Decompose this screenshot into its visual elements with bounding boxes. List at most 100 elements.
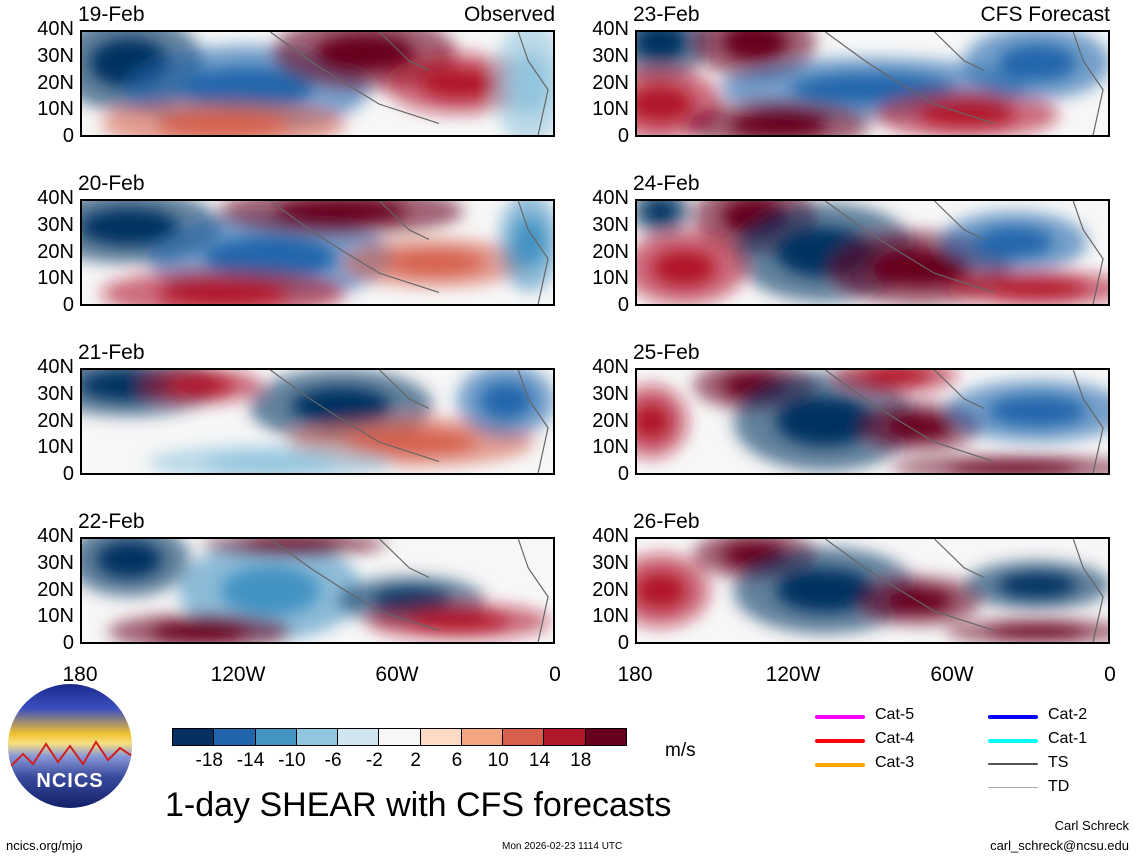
ncics-logo: NCICS bbox=[8, 684, 132, 808]
y-tick-label: 30N bbox=[37, 382, 74, 405]
y-tick-label: 30N bbox=[592, 44, 629, 67]
colorbar-swatch bbox=[337, 728, 380, 746]
panel-date: 21-Feb bbox=[78, 341, 145, 364]
x-tick-label: 180 bbox=[62, 663, 98, 686]
shear-contour bbox=[987, 395, 1087, 427]
shear-contour bbox=[220, 565, 320, 616]
x-tick-label: 60W bbox=[930, 663, 974, 686]
colorbar-swatch bbox=[584, 728, 627, 746]
shear-map-panel bbox=[80, 368, 555, 475]
legend-label: Cat-1 bbox=[1048, 730, 1088, 747]
panel-date: 26-Feb bbox=[633, 510, 700, 533]
y-tick-label: 20N bbox=[592, 578, 629, 601]
shear-contour bbox=[166, 376, 233, 395]
shear-map-panel bbox=[635, 537, 1110, 644]
shear-map-panel bbox=[80, 199, 555, 306]
shear-contour bbox=[419, 68, 499, 99]
y-tick-label: 10N bbox=[592, 267, 629, 290]
shear-contour bbox=[204, 236, 337, 280]
coastline bbox=[825, 539, 1104, 642]
colorbar-tick-label: 2 bbox=[410, 750, 421, 771]
shear-contour bbox=[96, 541, 163, 579]
shear-contour bbox=[721, 32, 788, 61]
y-tick-label: 20N bbox=[592, 409, 629, 432]
panel-title: CFS Forecast bbox=[980, 3, 1110, 26]
shear-contour bbox=[974, 226, 1054, 258]
timestamp: Mon 2026-02-23 1114 UTC bbox=[502, 841, 623, 852]
y-tick-label: 20N bbox=[37, 240, 74, 263]
colorbar-tick-label: 6 bbox=[451, 750, 463, 771]
y-tick-label: 10N bbox=[37, 605, 74, 628]
shear-map-panel bbox=[635, 199, 1110, 306]
coastline bbox=[270, 32, 549, 135]
y-tick-label: 40N bbox=[592, 525, 629, 547]
y-tick-label: 10N bbox=[592, 605, 629, 628]
coastline bbox=[825, 201, 1104, 304]
coastline bbox=[825, 370, 1104, 473]
shear-contour bbox=[315, 34, 415, 72]
colorbar-tick-label: 14 bbox=[528, 750, 551, 771]
x-tick-label: 120W bbox=[765, 663, 821, 686]
colorbar-tick-label: -14 bbox=[236, 750, 265, 771]
legend-label: Cat-4 bbox=[875, 730, 915, 747]
shear-contour bbox=[509, 52, 550, 115]
y-tick-label: 0 bbox=[62, 294, 74, 316]
shear-contour bbox=[947, 461, 1080, 473]
y-tick-label: 0 bbox=[617, 463, 629, 485]
author-email[interactable]: carl_schreck@ncsu.edu bbox=[990, 838, 1129, 853]
panel-date: 19-Feb bbox=[78, 3, 145, 26]
shear-contour bbox=[644, 201, 678, 224]
shear-contour bbox=[275, 201, 407, 224]
y-tick-label: 10N bbox=[592, 436, 629, 459]
footer-url[interactable]: ncics.org/mjo bbox=[6, 838, 83, 853]
y-tick-label: 40N bbox=[592, 356, 629, 378]
colorbar-swatch bbox=[378, 728, 421, 746]
shear-contour bbox=[886, 414, 953, 440]
x-tick-label: 60W bbox=[375, 663, 419, 686]
colorbar-tick-label: -6 bbox=[324, 750, 342, 771]
y-tick-label: 20N bbox=[37, 71, 74, 94]
shear-contour bbox=[651, 249, 718, 287]
y-tick-label: 30N bbox=[37, 551, 74, 574]
y-tick-label: 20N bbox=[592, 71, 629, 94]
shear-map-panel bbox=[80, 30, 555, 137]
shear-contour bbox=[997, 44, 1077, 82]
coastline bbox=[270, 201, 549, 304]
main-title: 1-day SHEAR with CFS forecasts bbox=[165, 786, 672, 824]
y-tick-label: 0 bbox=[62, 632, 74, 654]
y-tick-label: 40N bbox=[37, 18, 74, 40]
shear-map-panel bbox=[635, 368, 1110, 475]
shear-contour bbox=[345, 429, 478, 455]
y-tick-label: 30N bbox=[37, 44, 74, 67]
shear-contour bbox=[987, 279, 1087, 298]
y-tick-label: 30N bbox=[37, 213, 74, 236]
y-tick-label: 0 bbox=[617, 632, 629, 654]
y-tick-label: 40N bbox=[592, 187, 629, 209]
colorbar-tick-label: 18 bbox=[570, 750, 592, 771]
shear-contour bbox=[150, 622, 250, 641]
panel-date: 22-Feb bbox=[78, 510, 145, 533]
shear-contour bbox=[512, 217, 546, 267]
colorbar-tick-label: -10 bbox=[278, 750, 306, 771]
shear-contour bbox=[987, 625, 1087, 638]
shear-contour bbox=[180, 67, 313, 111]
units-label: m/s bbox=[665, 740, 696, 761]
y-tick-label: 0 bbox=[62, 463, 74, 485]
y-tick-label: 40N bbox=[592, 18, 629, 40]
colorbar-swatch bbox=[213, 728, 256, 746]
legend-label: Cat-5 bbox=[875, 706, 915, 723]
y-tick-label: 20N bbox=[37, 578, 74, 601]
shear-contour bbox=[157, 281, 290, 304]
legend-line bbox=[815, 739, 865, 743]
logo-text: NCICS bbox=[36, 770, 104, 792]
y-tick-label: 30N bbox=[592, 382, 629, 405]
colorbar-swatch bbox=[502, 728, 545, 746]
panel-date: 23-Feb bbox=[633, 3, 700, 26]
y-tick-label: 10N bbox=[37, 98, 74, 121]
shear-contour bbox=[886, 588, 953, 614]
colorbar-swatch bbox=[172, 728, 215, 746]
legend-line bbox=[988, 763, 1038, 765]
author: Carl Schreck bbox=[1054, 818, 1129, 833]
y-tick-label: 0 bbox=[617, 294, 629, 316]
y-tick-label: 40N bbox=[37, 356, 74, 378]
